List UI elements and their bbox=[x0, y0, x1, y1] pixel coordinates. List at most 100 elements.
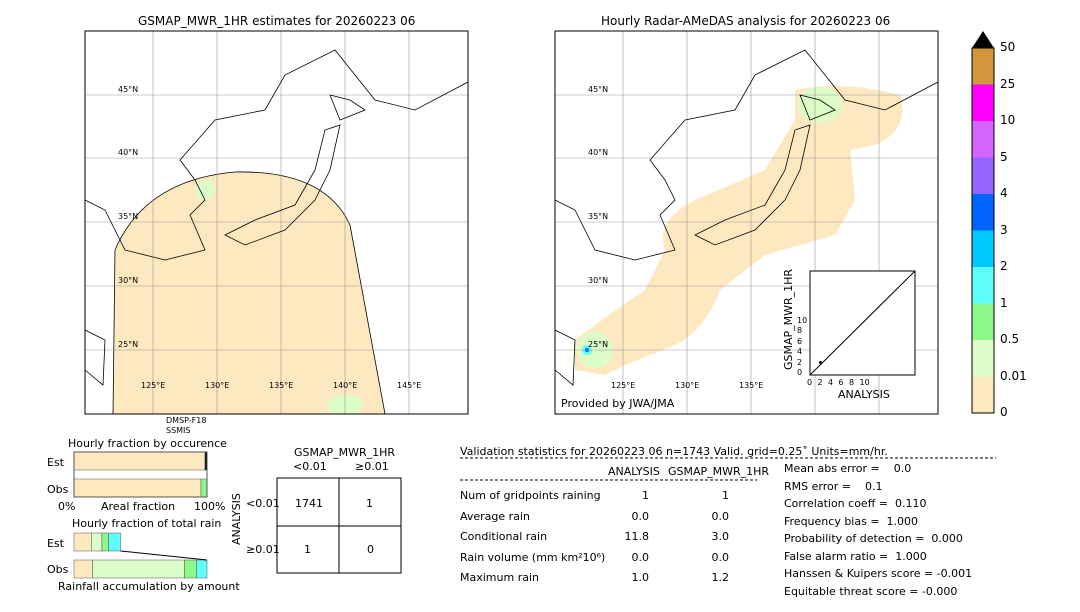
occ-est-bar bbox=[73, 451, 206, 471]
rain-est-bar bbox=[101, 532, 109, 552]
taiwan-coastline bbox=[554, 329, 576, 386]
colorbar-label: 0 bbox=[1000, 405, 1008, 419]
occ-100-tick: 100% bbox=[194, 500, 226, 513]
inset-y-tick: 0 bbox=[797, 368, 803, 377]
satellite-label: DMSP-F18 bbox=[166, 416, 207, 425]
colorbar-label: 50 bbox=[1000, 40, 1016, 54]
lat-label: 25°N bbox=[118, 340, 139, 349]
colorbar-segment bbox=[972, 194, 994, 231]
inset-x-tick: 0 bbox=[807, 378, 813, 387]
rain-patch bbox=[195, 180, 215, 200]
row-axis-label: ANALYSIS bbox=[230, 493, 243, 545]
rain-xlabel: Rainfall accumulation by amount bbox=[58, 580, 240, 593]
stats-row-label: Num of gridpoints raining bbox=[460, 489, 601, 502]
inset-x-tick: 10 bbox=[859, 378, 870, 387]
credit-label: Provided by JWA/JMA bbox=[561, 397, 675, 410]
occ-0-tick: 0% bbox=[58, 500, 76, 513]
cell-1-1: 0 bbox=[367, 543, 374, 556]
inset-point bbox=[819, 361, 822, 364]
colorbar-label: 5 bbox=[1000, 149, 1008, 164]
swath-area bbox=[112, 171, 386, 415]
colorbar-segment bbox=[972, 376, 994, 413]
lat-label: 30°N bbox=[118, 276, 139, 285]
rain-connector bbox=[120, 550, 208, 561]
lat-label: 30°N bbox=[588, 276, 609, 285]
stats-gsmap-value: 0.0 bbox=[711, 509, 730, 523]
inset-y-tick: 10 bbox=[797, 316, 808, 325]
inset-y-tick: 4 bbox=[797, 347, 803, 357]
colorbar-segment bbox=[972, 303, 994, 340]
asia-coastline bbox=[84, 49, 469, 261]
rain-est-bar bbox=[91, 532, 103, 552]
score-line: Correlation coeff = 0.110 bbox=[784, 497, 927, 510]
inset-diagonal bbox=[809, 270, 916, 376]
lon-label: 140°E bbox=[333, 381, 358, 390]
cell-1-0: 1 bbox=[304, 543, 311, 556]
lat-label: 25°N bbox=[588, 340, 609, 349]
inset-x-tick: 4 bbox=[828, 378, 834, 387]
colorbar-segment bbox=[972, 48, 994, 85]
inset-y-tick: 2 bbox=[797, 357, 803, 367]
rain-obs-label: Obs bbox=[47, 563, 69, 576]
occ-obs-bar bbox=[200, 478, 208, 498]
score-line: Probability of detection = 0.000 bbox=[784, 532, 963, 545]
colorbar-segment bbox=[972, 157, 994, 194]
left-map-frame bbox=[84, 30, 469, 415]
colorbar-label: 1 bbox=[1000, 295, 1008, 310]
colorbar-label: 0.5 bbox=[1000, 332, 1020, 346]
rain-est-bar bbox=[73, 532, 92, 552]
sensor-label: SSMIS bbox=[166, 426, 191, 435]
lon-label: 125°E bbox=[611, 381, 636, 390]
inset-xlabel: ANALYSIS bbox=[838, 388, 890, 401]
asia-coastline bbox=[554, 49, 939, 261]
lat-label: 35°N bbox=[588, 212, 609, 221]
stats-col-gsmap: GSMAP_MWR_1HR bbox=[668, 465, 770, 478]
rain-obs-bar bbox=[92, 559, 185, 579]
right-map-frame bbox=[554, 30, 939, 415]
colorbar-segment bbox=[972, 267, 994, 304]
lon-label: 130°E bbox=[675, 381, 700, 390]
colorbar-frame bbox=[971, 47, 995, 414]
colorbar-label: 4 bbox=[1000, 186, 1008, 200]
inset-ylabel: GSMAP_MWR_1HR bbox=[782, 268, 795, 370]
lat-label: 40°N bbox=[588, 148, 609, 157]
rain-obs-bar bbox=[184, 559, 197, 579]
rain-patch bbox=[798, 87, 842, 123]
lon-label: 135°E bbox=[269, 381, 294, 390]
score-line: False alarm ratio = 1.000 bbox=[784, 549, 927, 563]
score-line: Hanssen & Kuipers score = -0.001 bbox=[784, 567, 973, 580]
rain-est-label: Est bbox=[47, 537, 64, 550]
cell-0-0: 1741 bbox=[295, 497, 323, 510]
rain-obs-bar bbox=[196, 559, 208, 579]
colorbar-segment bbox=[972, 230, 994, 267]
occ-xlabel: Areal fraction bbox=[101, 500, 176, 513]
score-line: Frequency bias = 1.000 bbox=[784, 514, 919, 528]
lon-label: 145°E bbox=[397, 381, 422, 390]
inset-x-tick: 2 bbox=[817, 378, 823, 387]
stats-analysis-value: 0.0 bbox=[631, 509, 650, 523]
colorbar-label: 10 bbox=[1000, 113, 1016, 127]
colorbar-extend-arrow bbox=[972, 31, 994, 48]
occ-est-label: Est bbox=[47, 456, 64, 469]
stats-analysis-value: 1.0 bbox=[631, 571, 650, 584]
score-line: RMS error = 0.1 bbox=[784, 479, 883, 493]
stats-analysis-value: 0.0 bbox=[631, 550, 650, 564]
inset-x-tick: 8 bbox=[849, 378, 855, 387]
row-header-ge: ≥0.01 bbox=[246, 543, 280, 556]
colorbar-segment bbox=[972, 121, 994, 158]
stats-col-analysis: ANALYSIS bbox=[608, 465, 660, 478]
inset-y-tick: 8 bbox=[797, 326, 803, 336]
stats-gsmap-value: 1.2 bbox=[711, 571, 730, 584]
japan-coastline bbox=[694, 94, 836, 246]
lat-label: 45°N bbox=[588, 85, 609, 94]
colorbar-label: 25 bbox=[1000, 76, 1016, 91]
lon-label: 135°E bbox=[739, 381, 764, 390]
stats-row-label: Conditional rain bbox=[460, 530, 548, 543]
stats-gsmap-value: 1 bbox=[722, 489, 729, 502]
cell-0-1: 1 bbox=[366, 497, 373, 510]
score-line: Mean abs error = 0.0 bbox=[784, 462, 912, 475]
rain-est-bar bbox=[108, 532, 121, 552]
inset-y-tick: 6 bbox=[797, 336, 803, 346]
